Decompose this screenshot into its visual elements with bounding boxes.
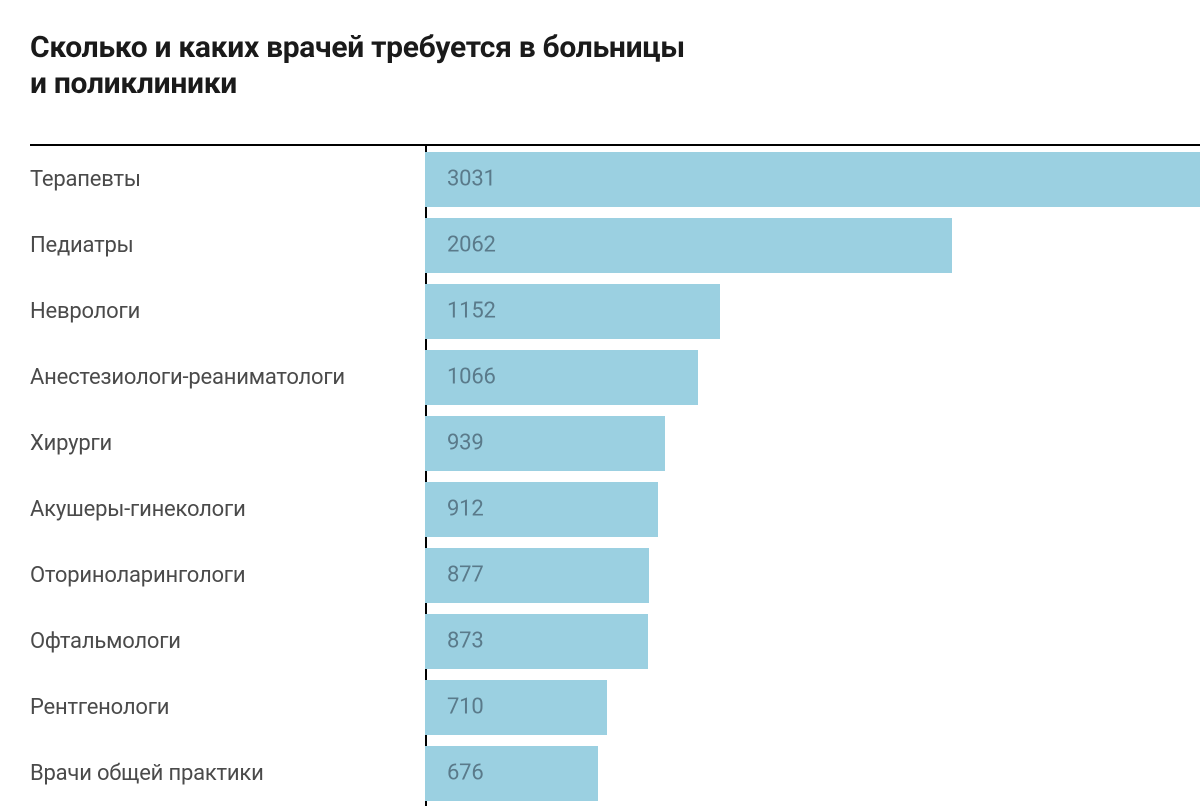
value-label: 710 <box>447 695 484 720</box>
category-label: Терапевты <box>30 167 425 192</box>
chart-row: Педиатры 2062 <box>30 212 1200 278</box>
chart-title-line2: и поликлиники <box>30 66 237 101</box>
bar-cell: 2062 <box>425 218 1200 273</box>
bar <box>425 218 952 273</box>
bar-cell: 877 <box>425 548 1200 603</box>
category-label: Врачи общей практики <box>30 761 425 786</box>
chart-row: Акушеры-гинекологи 912 <box>30 476 1200 542</box>
category-label: Неврологи <box>30 299 425 324</box>
value-label: 1152 <box>447 299 496 324</box>
bar-cell: 710 <box>425 680 1200 735</box>
bar-cell: 873 <box>425 614 1200 669</box>
value-label: 1066 <box>447 365 496 390</box>
bar-cell: 676 <box>425 746 1200 801</box>
bar-cell: 1152 <box>425 284 1200 339</box>
category-label: Педиатры <box>30 233 425 258</box>
category-label: Оториноларингологи <box>30 563 425 588</box>
value-label: 939 <box>447 431 484 456</box>
bar-cell: 1066 <box>425 350 1200 405</box>
category-label: Рентгенологи <box>30 695 425 720</box>
value-label: 2062 <box>447 233 496 258</box>
chart-rows: Терапевты 3031 Педиатры 2062 Неврологи 1152 Ан… <box>30 146 1200 806</box>
value-label: 3031 <box>447 167 496 192</box>
category-label: Анестезиологи-реаниматологи <box>30 365 425 390</box>
chart-row: Рентгенологи 710 <box>30 674 1200 740</box>
value-label: 676 <box>447 761 484 786</box>
value-label: 873 <box>447 629 484 654</box>
chart-row: Оториноларингологи 877 <box>30 542 1200 608</box>
category-label: Хирурги <box>30 431 425 456</box>
bar-cell: 939 <box>425 416 1200 471</box>
bar-cell: 912 <box>425 482 1200 537</box>
value-label: 912 <box>447 497 484 522</box>
chart-row: Терапевты 3031 <box>30 146 1200 212</box>
chart-row: Офтальмологи 873 <box>30 608 1200 674</box>
bar <box>425 152 1200 207</box>
value-label: 877 <box>447 563 484 588</box>
chart-row: Неврологи 1152 <box>30 278 1200 344</box>
chart-title-line1: Сколько и каких врачей требуется в больн… <box>30 30 685 65</box>
chart-title: Сколько и каких врачей требуется в больн… <box>30 30 1200 102</box>
chart-area: Терапевты 3031 Педиатры 2062 Неврологи 1152 Ан… <box>30 144 1200 806</box>
chart-row: Анестезиологи-реаниматологи 1066 <box>30 344 1200 410</box>
category-label: Акушеры-гинекологи <box>30 497 425 522</box>
bar-cell: 3031 <box>425 152 1200 207</box>
chart-row: Хирурги 939 <box>30 410 1200 476</box>
chart-row: Врачи общей практики 676 <box>30 740 1200 806</box>
category-label: Офтальмологи <box>30 629 425 654</box>
